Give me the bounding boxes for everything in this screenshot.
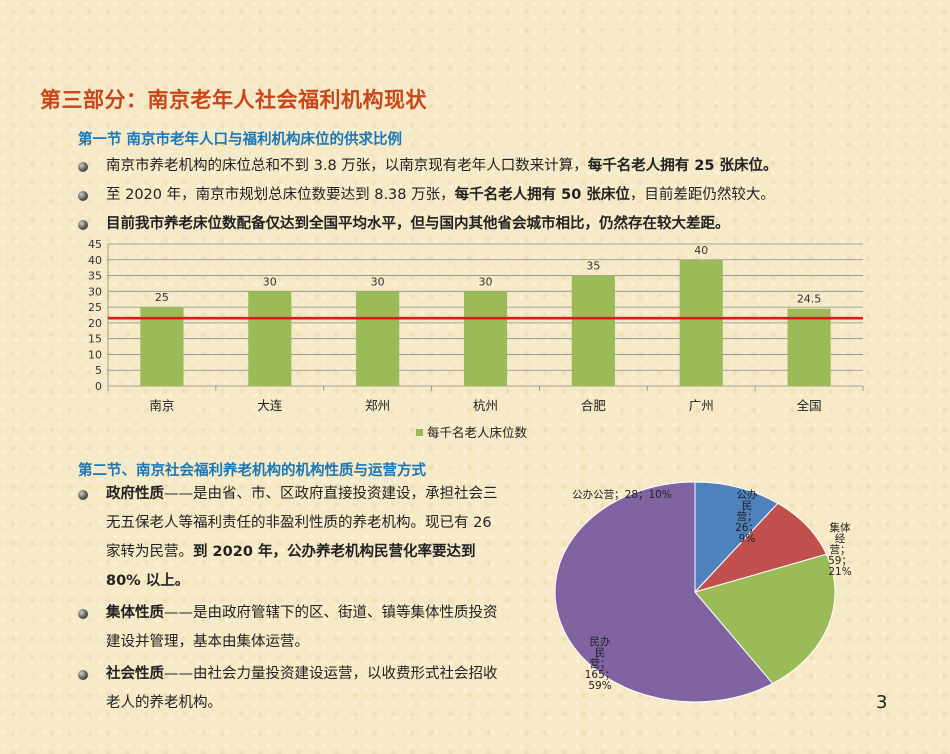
bullet-dot-icon (78, 191, 88, 201)
bullet-item: 至 2020 年，南京市规划总床位数要达到 8.38 万张，每千名老人拥有 50… (78, 181, 778, 210)
bullet-text: ——是由省、市、区政府直接投资建设，承担社会三无五保老人等福利责任的非盈利性质的… (106, 486, 498, 560)
y-tick-label: 0 (95, 380, 102, 393)
legend-swatch (416, 429, 423, 436)
pie-slice (554, 481, 774, 703)
data-label: 35 (586, 260, 600, 273)
x-tick-label: 全国 (797, 398, 822, 413)
y-tick-label: 25 (88, 301, 102, 314)
bullet-text-tail: ，目前差距仍然较大。 (629, 187, 775, 203)
bar (679, 259, 723, 386)
bullet-item-collective: 集体性质——是由政府管辖下的区、街道、镇等集体性质投资建设并管理，基本由集体运营… (78, 599, 508, 657)
pie-slice (693, 502, 828, 593)
pie-label: 民 (595, 647, 606, 659)
x-tick-label: 南京 (149, 398, 174, 413)
bar (463, 291, 508, 386)
operation-mode-pie-chart: 公办公营；28；10% 公办民营；26；9%集体经营；59；21%民办民营；165… (554, 481, 852, 703)
bullet-term: 集体性质 (106, 605, 164, 621)
pie-label: 营； (590, 657, 611, 670)
pie-label: 民办 (590, 635, 611, 648)
y-tick-label: 40 (88, 254, 102, 267)
pie-label: 21% (828, 566, 851, 578)
section-2-bullets: 政府性质——是由省、市、区政府直接投资建设，承担社会三无五保老人等福利责任的非盈… (78, 480, 508, 721)
pie-label: 59% (588, 680, 611, 692)
data-label: 30 (479, 275, 493, 288)
bullet-term: 社会性质 (106, 666, 164, 682)
bullet-item-government: 政府性质——是由省、市、区政府直接投资建设，承担社会三无五保老人等福利责任的非盈… (78, 480, 508, 596)
pie-label: 营； (830, 543, 851, 556)
page-number: 3 (876, 692, 888, 713)
bullet-text: 至 2020 年，南京市规划总床位数要达到 8.38 万张， (106, 187, 455, 203)
bullet-dot-icon (78, 220, 88, 230)
pie-label: 民 (742, 500, 753, 512)
data-label: 25 (155, 291, 169, 304)
x-tick-label: 合肥 (581, 398, 607, 413)
pie-label: 9% (739, 533, 756, 545)
bullet-emphasis: 每千名老人拥有 25 张床位。 (587, 158, 778, 174)
bullet-emphasis: 到 2020 年，公办养老机构民营化率要达到 80% 以上。 (106, 544, 476, 589)
bullet-text: ——由社会力量投资建设运营，以收费形式社会招收老人的养老机构。 (106, 666, 498, 711)
bar (248, 291, 292, 386)
y-tick-label: 35 (88, 270, 102, 283)
x-tick-label: 大连 (257, 398, 283, 413)
bullet-term: 政府性质 (106, 486, 164, 502)
y-tick-label: 5 (95, 364, 102, 377)
pie-label: 公办公营；28；10% (572, 488, 672, 501)
section-2-heading: 第二节、南京社会福利养老机构的机构性质与运营方式 (78, 463, 426, 479)
page-title: 第三部分：南京老年人社会福利机构现状 (40, 88, 427, 112)
bar (787, 308, 831, 386)
pie-label: 集体 (830, 521, 851, 534)
pie-label: 165； (585, 669, 616, 681)
bullet-item: 目前我市养老床位数配备仅达到全国平均水平，但与国内其他省会城市相比，仍然存在较大… (78, 210, 778, 239)
pie-slice (694, 553, 836, 685)
pie-label: 经 (835, 532, 846, 545)
bullet-emphasis: 每千名老人拥有 50 张床位 (454, 187, 630, 203)
bar (140, 307, 184, 386)
bullet-dot-icon (78, 162, 88, 172)
bullet-dot-icon (78, 490, 88, 500)
data-label: 30 (371, 275, 385, 288)
data-label: 30 (263, 275, 277, 288)
bullet-dot-icon (78, 670, 88, 680)
data-label: 24.5 (797, 293, 822, 306)
bullet-dot-icon (78, 609, 88, 619)
section-1-heading: 第一节 南京市老年人口与福利机构床位的供求比例 (78, 132, 403, 148)
bed-ratio-bar-chart: 0 5 10 15 20 25 30 35 40 45 25 南京 30 大连 30 郑州 30 杭州 35 合肥 40… (88, 238, 864, 440)
bullet-item: 南京市养老机构的床位总和不到 3.8 万张，以南京现有老年人口数来计算，每千名老… (78, 152, 778, 181)
pie-label: 26； (735, 522, 759, 534)
pie-label: 公办 (737, 488, 758, 501)
pie-label: 营； (737, 510, 758, 523)
bar (571, 275, 615, 386)
bullet-text: 南京市养老机构的床位总和不到 3.8 万张，以南京现有老年人口数来计算， (106, 158, 588, 174)
legend-label: 每千名老人床位数 (427, 425, 528, 440)
pie-slice (694, 481, 779, 594)
x-tick-label: 杭州 (473, 398, 498, 413)
x-tick-label: 郑州 (365, 398, 390, 413)
y-tick-label: 10 (88, 348, 102, 361)
bullet-item-social: 社会性质——由社会力量投资建设运营，以收费形式社会招收老人的养老机构。 (78, 660, 508, 718)
y-tick-label: 15 (88, 333, 102, 346)
pie-label: 59； (828, 555, 852, 567)
x-tick-label: 广州 (689, 398, 714, 413)
section-1-bullets: 南京市养老机构的床位总和不到 3.8 万张，以南京现有老年人口数来计算，每千名老… (78, 152, 778, 239)
data-label: 40 (694, 244, 708, 257)
y-tick-label: 20 (88, 317, 102, 330)
bullet-emphasis: 目前我市养老床位数配备仅达到全国平均水平，但与国内其他省会城市相比，仍然存在较大… (106, 216, 730, 232)
y-tick-label: 30 (88, 285, 102, 298)
y-tick-label: 45 (88, 238, 102, 251)
bullet-text: ——是由政府管辖下的区、街道、镇等集体性质投资建设并管理，基本由集体运营。 (106, 605, 498, 650)
bar (356, 291, 400, 386)
